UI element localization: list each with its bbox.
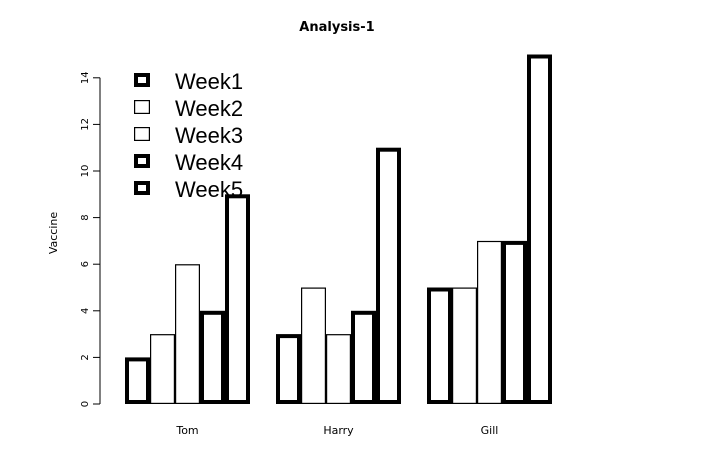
y-tick-label: 8: [80, 214, 91, 220]
y-axis-label: Vaccine: [47, 212, 60, 255]
y-tick-label: 2: [80, 354, 91, 360]
bar: [125, 357, 150, 404]
bar: [175, 264, 201, 404]
bar: [200, 310, 225, 404]
y-tick-label: 14: [80, 71, 91, 84]
legend-label: Week3: [175, 123, 243, 148]
bar: [351, 310, 376, 404]
y-axis: 0 2 4 6 8 10 12 14: [80, 71, 101, 407]
x-axis-labels: Tom Harry Gill: [175, 424, 498, 437]
bar: [301, 287, 327, 405]
bar: [452, 287, 478, 405]
bar: [150, 334, 176, 405]
legend-swatch: [134, 99, 151, 114]
bar: [225, 194, 250, 404]
x-tick-label: Harry: [323, 424, 354, 437]
bar: [477, 240, 503, 404]
bar: [376, 147, 401, 404]
y-tick-label: 6: [80, 261, 91, 267]
y-tick-label: 4: [80, 308, 91, 314]
x-tick-label: Tom: [175, 424, 198, 437]
legend-swatch: [134, 73, 150, 87]
bar: [427, 287, 452, 404]
x-tick-label: Gill: [481, 424, 499, 437]
bar: [527, 54, 552, 404]
bars-group: [125, 54, 552, 405]
legend-swatch: [134, 154, 150, 168]
legend-label: Week2: [175, 96, 243, 121]
bar: [326, 334, 352, 405]
y-tick-label: 10: [80, 165, 91, 178]
legend-label: Week1: [175, 69, 243, 94]
legend-swatch: [134, 181, 150, 195]
y-tick-label: 12: [80, 118, 91, 131]
legend-label: Week4: [175, 150, 243, 175]
chart-title: Analysis-1: [299, 20, 374, 35]
legend-swatch: [134, 126, 151, 141]
legend-label: Week5: [175, 177, 243, 202]
bar: [502, 240, 527, 404]
bar: [276, 334, 301, 405]
y-tick-label: 0: [80, 401, 91, 407]
